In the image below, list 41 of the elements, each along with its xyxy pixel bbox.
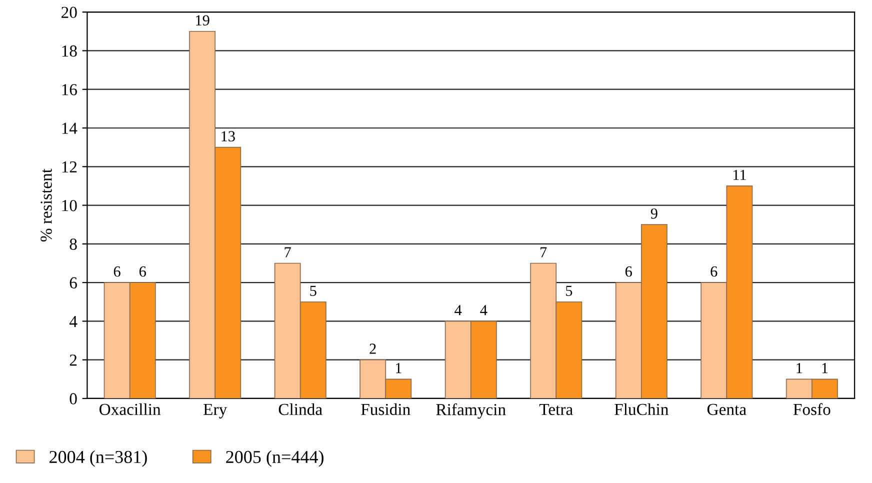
data-label: 5 bbox=[310, 286, 316, 296]
x-tick-label: Clinda bbox=[278, 403, 322, 416]
y-axis-title: % resistent bbox=[40, 168, 52, 242]
y-tick-label: 18 bbox=[62, 45, 77, 57]
x-tick-label: Tetra bbox=[539, 404, 573, 416]
y-tick-label: 10 bbox=[62, 200, 77, 212]
data-label: 1 bbox=[822, 363, 828, 374]
data-label: 11 bbox=[733, 170, 746, 180]
data-label: 7 bbox=[540, 247, 547, 258]
data-label: 7 bbox=[284, 247, 291, 258]
data-label: 6 bbox=[625, 266, 632, 277]
x-tick-label: Oxacillin bbox=[100, 403, 161, 416]
x-tick-label: Fusidin bbox=[361, 403, 410, 416]
data-label: 6 bbox=[114, 266, 120, 277]
x-tick-label: FluChin bbox=[614, 403, 668, 416]
data-label: 9 bbox=[650, 208, 658, 219]
data-label: 6 bbox=[710, 266, 718, 277]
y-tick-label: 20 bbox=[62, 6, 77, 18]
y-tick-label: 16 bbox=[62, 84, 77, 96]
y-tick-label: 4 bbox=[69, 316, 78, 327]
x-tick-label: Genta bbox=[707, 404, 746, 416]
data-label: 4 bbox=[454, 305, 462, 316]
y-tick-label: 12 bbox=[62, 161, 77, 172]
y-tick-label: 6 bbox=[70, 277, 77, 288]
data-label: 4 bbox=[480, 305, 488, 316]
data-label: 6 bbox=[139, 266, 146, 277]
data-label: 13 bbox=[222, 131, 235, 142]
data-label: 1 bbox=[796, 363, 802, 374]
data-label: 5 bbox=[566, 286, 572, 296]
data-label: 2 bbox=[370, 344, 376, 354]
x-tick-label: Rifamycin bbox=[436, 403, 506, 419]
y-tick-label: 8 bbox=[70, 238, 77, 250]
y-tick-label: 14 bbox=[62, 122, 78, 134]
data-label: 19 bbox=[196, 15, 210, 26]
x-tick-label: Fosfo bbox=[793, 403, 830, 416]
y-tick-label: 2 bbox=[70, 354, 77, 366]
data-label: 1 bbox=[396, 363, 402, 374]
x-tick-label: Ery bbox=[204, 404, 228, 418]
legend-label: 2004 (n=381) bbox=[50, 450, 147, 467]
legend-label: 2005 (n=444) bbox=[226, 450, 324, 467]
y-tick-label: 0 bbox=[70, 393, 77, 404]
